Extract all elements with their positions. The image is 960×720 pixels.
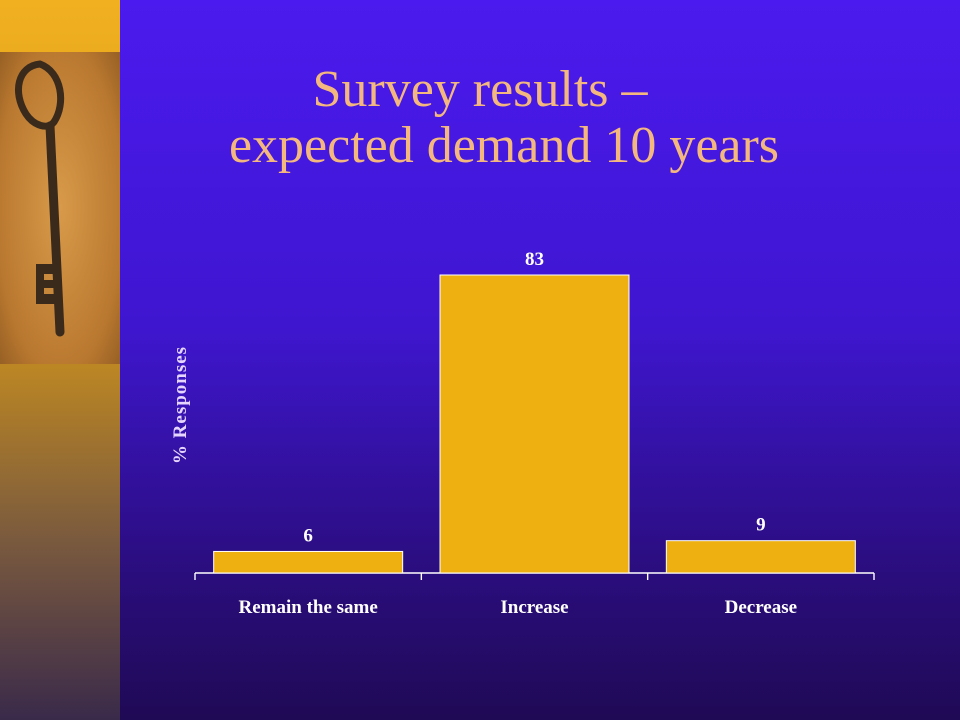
- bar-chart: % Responses 6 Remain the same 83 Increase 9 D…: [170, 249, 875, 618]
- title-line-2: expected demand 10 years: [228, 117, 780, 174]
- slide-title: Survey results – expected demand 10 year…: [120, 62, 960, 174]
- bar: [213, 550, 404, 574]
- x-tick-label: Increase: [500, 597, 568, 618]
- data-label: 9: [756, 515, 766, 536]
- bar: [439, 274, 630, 574]
- bar: [665, 540, 856, 574]
- sidebar-panel: [0, 0, 120, 720]
- y-axis-label: % Responses: [170, 346, 191, 464]
- key-photo: [0, 52, 120, 364]
- title-line-1: Survey results –: [312, 61, 648, 118]
- x-tick-label: Remain the same: [239, 597, 378, 618]
- data-label: 83: [525, 249, 544, 270]
- x-tick-label: Decrease: [725, 597, 797, 618]
- plot-area: 6 Remain the same 83 Increase 9 Decrease: [194, 249, 875, 618]
- data-label: 6: [303, 525, 313, 546]
